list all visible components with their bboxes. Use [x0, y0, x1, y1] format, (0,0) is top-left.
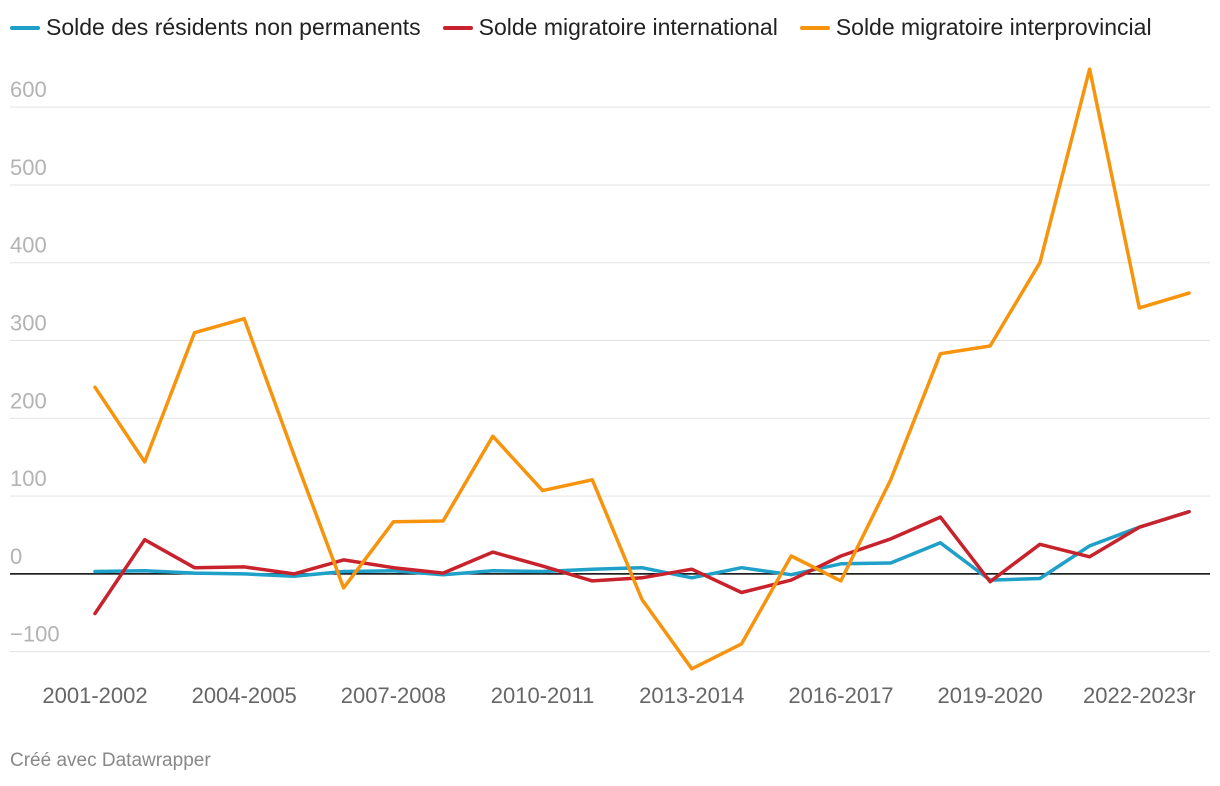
y-tick-label: 100	[10, 466, 47, 491]
x-tick-label: 2016-2017	[788, 683, 893, 708]
x-tick-label: 2019-2020	[938, 683, 1043, 708]
legend-item: Solde migratoire international	[442, 14, 778, 41]
x-tick-label: 2007-2008	[341, 683, 446, 708]
y-tick-label: 200	[10, 388, 47, 413]
legend-item: Solde migratoire interprovincial	[799, 14, 1152, 41]
y-tick-label: 300	[10, 311, 47, 336]
legend-swatch	[442, 25, 473, 30]
legend-swatch	[799, 25, 830, 30]
x-tick-label: 2013-2014	[639, 683, 744, 708]
series-line	[93, 67, 1191, 671]
x-tick-label: 2001-2002	[42, 683, 147, 708]
series-line	[93, 509, 1191, 582]
y-tick-label: 500	[10, 155, 47, 180]
legend-label: Solde migratoire interprovincial	[835, 14, 1152, 40]
x-tick-label: 2010-2011	[491, 683, 595, 708]
legend-label: Solde des résidents non permanents	[46, 14, 421, 40]
legend-swatch	[10, 25, 40, 30]
legend: Solde des résidents non permanents Solde …	[10, 14, 1152, 41]
x-tick-label: 2004-2005	[192, 683, 297, 708]
y-tick-label: −100	[10, 622, 60, 647]
series-line	[93, 509, 1191, 616]
y-tick-label: 0	[10, 544, 22, 569]
legend-label: Solde migratoire international	[478, 14, 778, 40]
y-tick-label: 600	[10, 77, 47, 102]
footer: Créé avec Datawrapper	[10, 750, 211, 771]
x-tick-label: 2022-2023r	[1083, 683, 1196, 708]
legend-item: Solde des résidents non permanents	[10, 14, 421, 41]
y-tick-label: 400	[10, 233, 47, 258]
